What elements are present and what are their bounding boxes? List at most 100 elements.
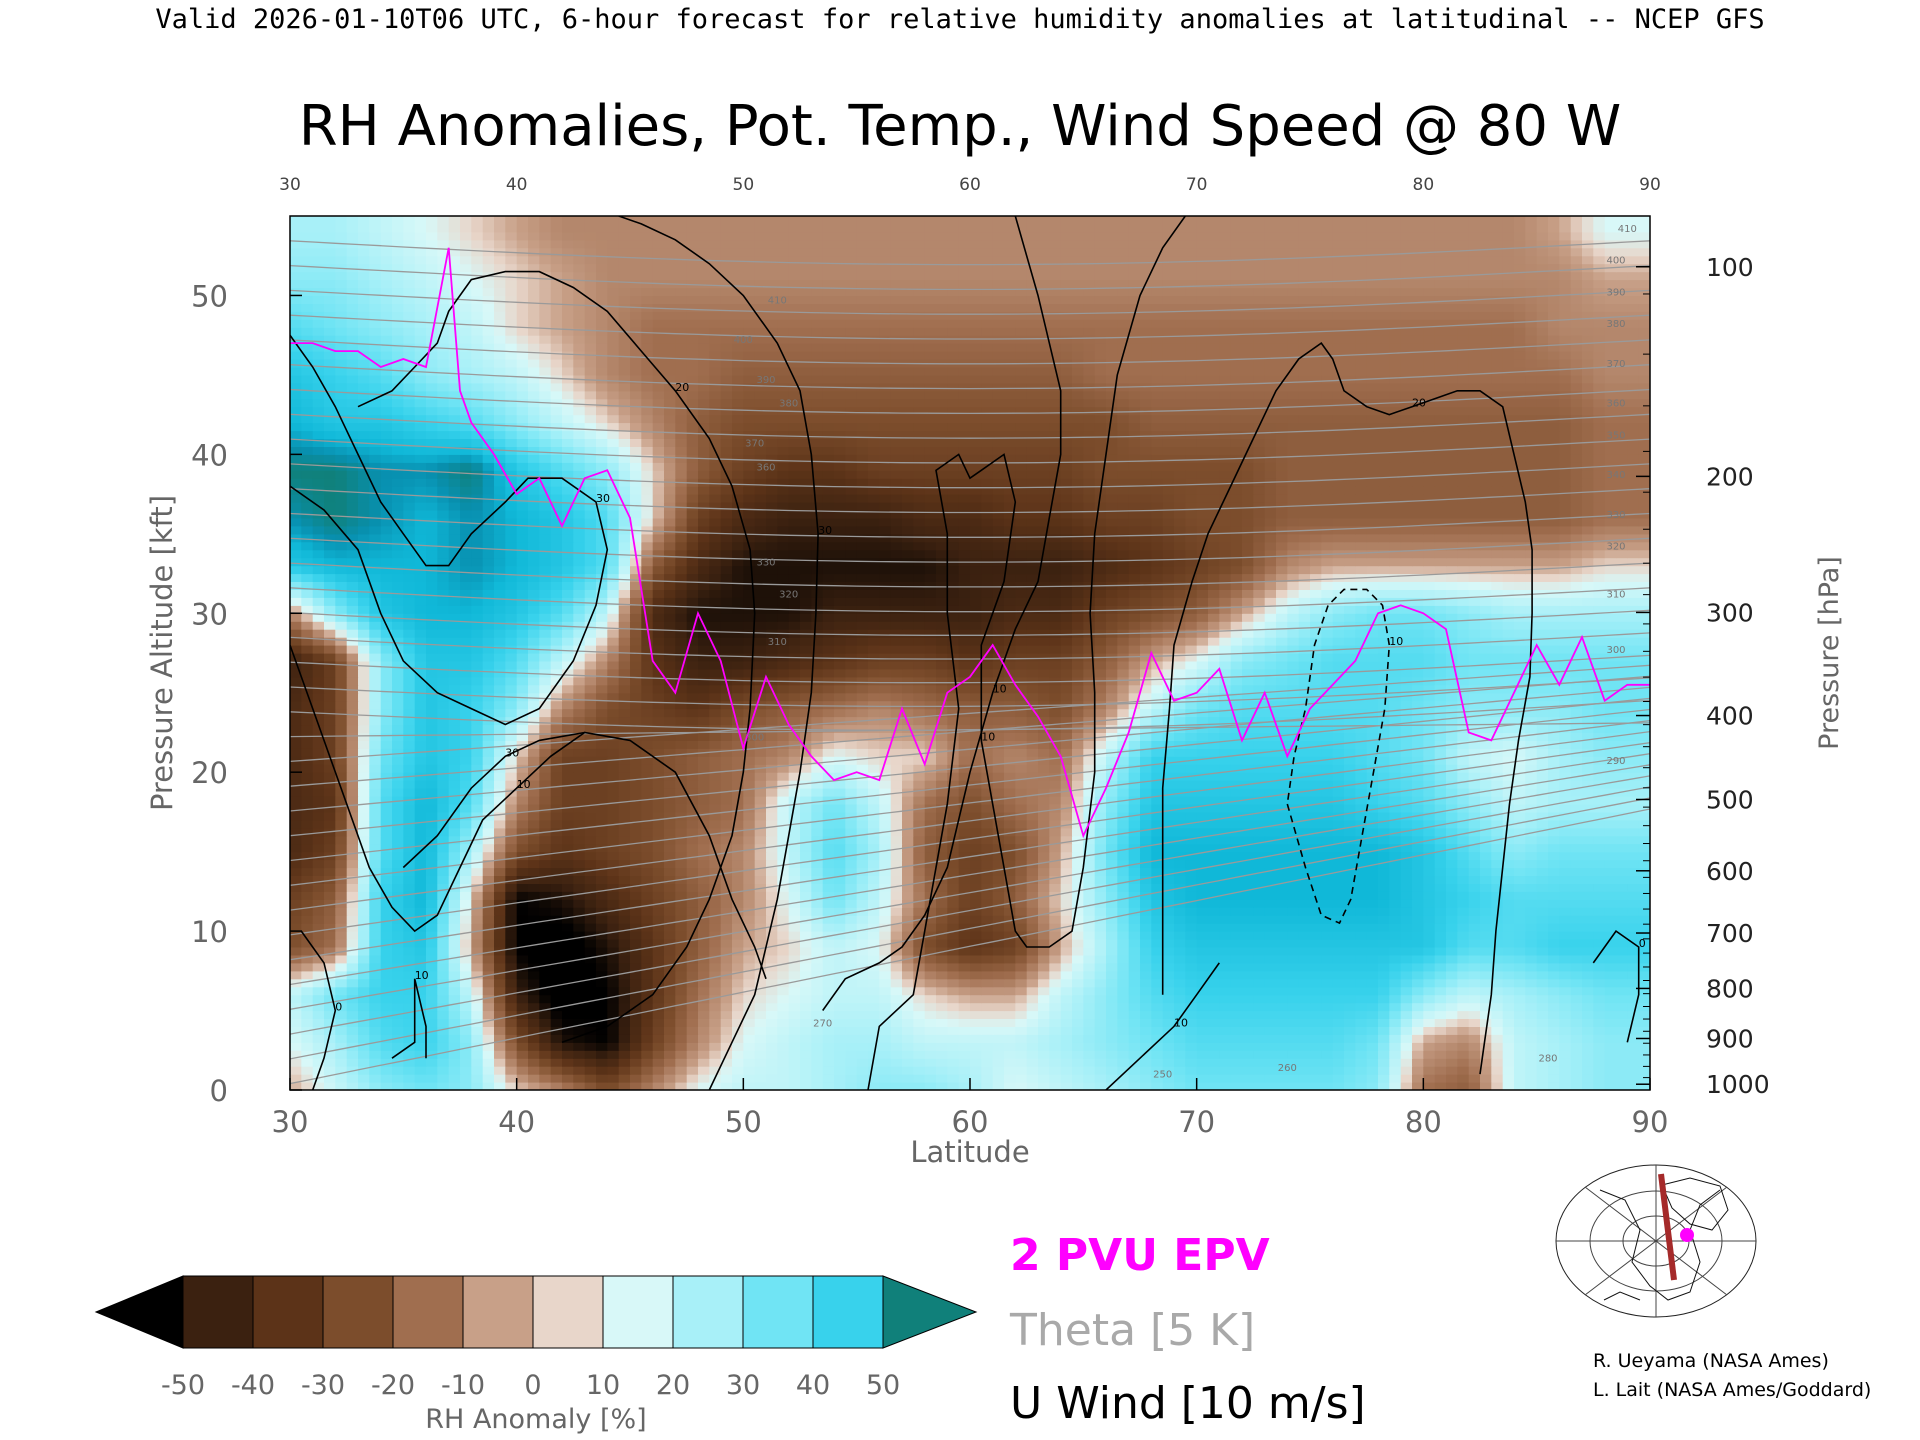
rh-cell <box>902 819 914 829</box>
rh-cell <box>1582 1026 1594 1035</box>
rh-cell <box>414 811 427 821</box>
rh-cell <box>528 1034 540 1043</box>
rh-cell <box>1004 780 1016 789</box>
rh-cell <box>766 843 778 853</box>
rh-cell <box>1446 788 1458 797</box>
rh-cell <box>630 1058 642 1067</box>
rh-cell <box>1004 756 1016 765</box>
rh-cell <box>1287 827 1300 837</box>
rh-cell <box>732 764 744 773</box>
rh-cell <box>1604 804 1617 813</box>
rh-cell <box>392 756 404 765</box>
rh-cell <box>1502 947 1515 956</box>
rh-cell <box>1457 796 1470 805</box>
rh-cell <box>426 1066 438 1075</box>
rh-cell <box>528 811 540 821</box>
rh-cell <box>856 1082 869 1090</box>
rh-cell <box>1400 1010 1413 1019</box>
rh-cell <box>494 1042 506 1051</box>
rh-cell <box>1480 796 1492 805</box>
rh-cell <box>1366 780 1379 789</box>
rh-cell <box>573 986 586 996</box>
rh-cell <box>743 962 756 972</box>
rh-cell <box>290 780 302 789</box>
rh-cell <box>1004 1018 1016 1027</box>
rh-cell <box>301 1050 314 1059</box>
rh-cell <box>777 883 790 892</box>
rh-cell <box>686 939 699 948</box>
rh-cell <box>494 811 506 821</box>
rh-cell <box>924 883 937 892</box>
rh-cell <box>992 1074 1005 1083</box>
rh-cell <box>698 1066 710 1075</box>
rh-cell <box>766 883 778 892</box>
rh-cell <box>1276 883 1288 892</box>
rh-cell <box>709 764 722 773</box>
rh-cell <box>1094 907 1107 916</box>
rh-cell <box>1230 1058 1243 1067</box>
rh-cell <box>437 1042 450 1051</box>
rh-cell <box>403 954 416 964</box>
rh-cell <box>550 1042 563 1051</box>
rh-cell <box>1094 947 1107 956</box>
rh-cell <box>1423 915 1436 924</box>
rh-cell <box>1525 970 1538 980</box>
rh-cell <box>516 1018 529 1027</box>
rh-cell <box>1276 1058 1288 1067</box>
rh-cell <box>324 819 336 829</box>
rh-cell <box>1378 883 1390 892</box>
rh-cell <box>1310 931 1322 940</box>
rh-cell <box>1162 1002 1175 1012</box>
rh-cell <box>482 923 495 932</box>
rh-cell <box>834 954 846 964</box>
rh-cell <box>981 1066 994 1075</box>
rh-cell <box>1491 923 1504 932</box>
rh-cell <box>505 891 518 900</box>
rh-cell <box>856 883 869 892</box>
rh-cell <box>528 788 540 797</box>
rh-cell <box>1446 764 1458 773</box>
rh-cell <box>992 947 1005 956</box>
rh-cell <box>437 843 450 853</box>
rh-cell <box>1298 954 1311 964</box>
rh-cell <box>426 875 438 884</box>
rh-cell <box>1593 875 1606 884</box>
rh-cell <box>1026 764 1039 773</box>
rh-cell <box>1174 875 1186 884</box>
rh-cell <box>403 780 416 789</box>
rh-cell <box>709 756 722 765</box>
rh-cell <box>562 907 574 916</box>
rh-cell <box>290 939 302 948</box>
rh-cell <box>777 970 790 980</box>
rh-cell <box>1151 796 1164 805</box>
rh-cell <box>301 891 314 900</box>
rh-cell <box>686 851 699 861</box>
rh-cell <box>335 970 348 980</box>
rh-cell <box>1536 970 1549 980</box>
rh-cell <box>800 1058 812 1067</box>
rh-cell <box>1162 804 1175 813</box>
rh-cell <box>607 843 620 853</box>
rh-cell <box>675 907 688 916</box>
rh-cell <box>720 1034 733 1043</box>
rh-cell <box>1400 1074 1413 1083</box>
rh-cell <box>1321 780 1334 789</box>
rh-cell <box>380 1066 393 1075</box>
rh-cell <box>539 1010 552 1019</box>
rh-cell <box>1366 867 1379 876</box>
rh-cell <box>1151 962 1164 972</box>
rh-cell <box>1208 772 1220 781</box>
rh-cell <box>1491 939 1504 948</box>
rh-cell <box>879 978 892 988</box>
rh-cell <box>1457 923 1470 932</box>
rh-cell <box>528 883 540 892</box>
rh-cell <box>460 819 472 829</box>
rh-cell <box>380 923 393 932</box>
rh-cell <box>834 1074 846 1083</box>
rh-cell <box>1117 915 1130 924</box>
rh-cell <box>811 931 824 940</box>
rh-cell <box>346 796 359 805</box>
rh-cell <box>1287 962 1300 972</box>
rh-cell <box>1344 891 1356 900</box>
rh-cell <box>1423 1034 1436 1043</box>
